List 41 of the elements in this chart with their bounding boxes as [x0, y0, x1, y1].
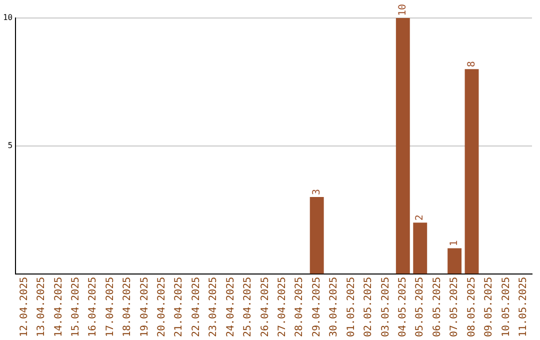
x-tick-label: 05.05.2025 — [414, 276, 426, 338]
bar — [413, 222, 428, 274]
x-tick-label: 06.05.2025 — [432, 276, 443, 338]
x-tick-label: 19.04.2025 — [139, 276, 150, 338]
x-tick-label: 20.04.2025 — [156, 276, 168, 338]
data-label: 8 — [466, 61, 478, 68]
bar — [464, 69, 479, 274]
x-tick-label: 13.04.2025 — [36, 276, 48, 338]
x-tick-label: 18.04.2025 — [122, 276, 134, 338]
data-label: 1 — [449, 240, 460, 246]
x-tick-label: 15.04.2025 — [70, 276, 82, 338]
x-tick-label: 12.04.2025 — [18, 276, 30, 338]
data-label: 3 — [311, 189, 322, 196]
x-tick-label: 16.04.2025 — [88, 276, 99, 338]
x-tick-label: 17.04.2025 — [104, 276, 116, 338]
x-tick-label: 28.04.2025 — [294, 276, 306, 338]
x-tick-label: 14.04.2025 — [53, 276, 64, 338]
x-tick-label: 26.04.2025 — [260, 276, 271, 338]
data-label: 10 — [398, 4, 408, 16]
x-tick-label: 03.05.2025 — [380, 276, 392, 338]
x-tick-label: 10.05.2025 — [500, 276, 512, 338]
x-tick-label: 09.05.2025 — [484, 276, 495, 338]
x-tick-label: 07.05.2025 — [449, 276, 460, 338]
x-tick-label: 04.05.2025 — [398, 276, 408, 338]
data-label: 2 — [414, 214, 426, 221]
x-tick-label: 02.05.2025 — [363, 276, 374, 338]
x-tick-label: 01.05.2025 — [346, 276, 357, 338]
x-tick-label: 25.04.2025 — [242, 276, 254, 338]
x-tick-label: 23.04.2025 — [208, 276, 220, 338]
x-tick-label: 27.04.2025 — [277, 276, 288, 338]
bar — [448, 248, 462, 274]
x-tick-label: 22.04.2025 — [190, 276, 202, 338]
y-tick-label: 5 — [8, 140, 13, 150]
x-tick-label: 11.05.2025 — [518, 276, 529, 338]
x-tick-label: 21.04.2025 — [174, 276, 185, 338]
x-tick-label: 08.05.2025 — [466, 276, 478, 338]
x-tick-label: 29.04.2025 — [311, 276, 322, 338]
x-tick-label: 30.04.2025 — [328, 276, 340, 338]
x-tick-label: 24.04.2025 — [225, 276, 236, 338]
bar — [310, 197, 324, 274]
bar — [396, 18, 410, 274]
